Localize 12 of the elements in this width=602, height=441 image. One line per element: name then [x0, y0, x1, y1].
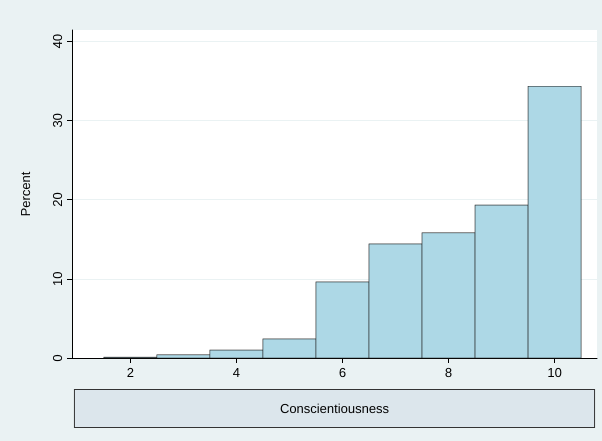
y-tick-label: 20 — [50, 192, 65, 207]
y-axis-title: Percent — [18, 171, 33, 216]
x-tick-label: 8 — [444, 365, 452, 380]
y-tick-label: 30 — [50, 113, 65, 128]
x-tick-label: 6 — [338, 365, 346, 380]
x-tick-label: 2 — [126, 365, 134, 380]
y-tick-label: 0 — [50, 354, 65, 362]
x-tick-label: 4 — [232, 365, 240, 380]
x-tick-label: 10 — [547, 365, 562, 380]
y-tick-label: 10 — [50, 272, 65, 286]
x-axis-title: Conscientiousness — [280, 401, 390, 416]
y-tick-label: 40 — [50, 34, 65, 48]
